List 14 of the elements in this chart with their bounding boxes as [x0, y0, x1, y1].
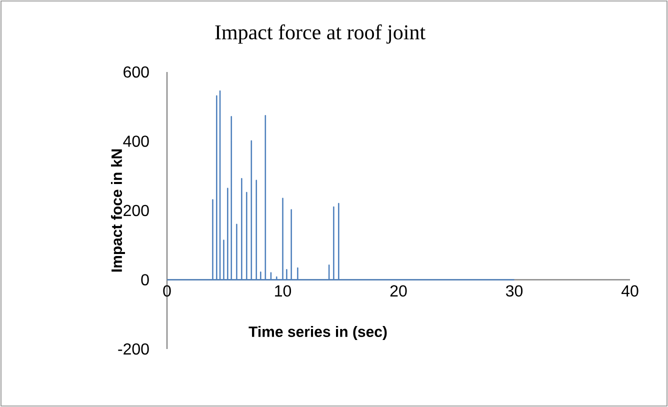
y-tick-label: 400 — [123, 136, 149, 147]
x-axis-title: Time series in (sec) — [248, 326, 387, 340]
x-tick-label: 20 — [390, 285, 407, 297]
y-axis-title: Impact foce in kN — [111, 149, 125, 272]
x-tick-label: 30 — [506, 285, 523, 297]
y-tick-label: -200 — [118, 343, 149, 355]
chart-title: Impact force at roof joint — [215, 24, 426, 44]
x-tick-label: 40 — [621, 285, 638, 297]
y-tick-label: 600 — [124, 66, 149, 78]
x-tick-label: 10 — [275, 285, 292, 297]
x-tick-label: 0 — [163, 285, 171, 297]
y-tick-label: 200 — [124, 204, 149, 216]
y-tick-label: 0 — [141, 274, 149, 286]
line-series — [167, 90, 515, 280]
